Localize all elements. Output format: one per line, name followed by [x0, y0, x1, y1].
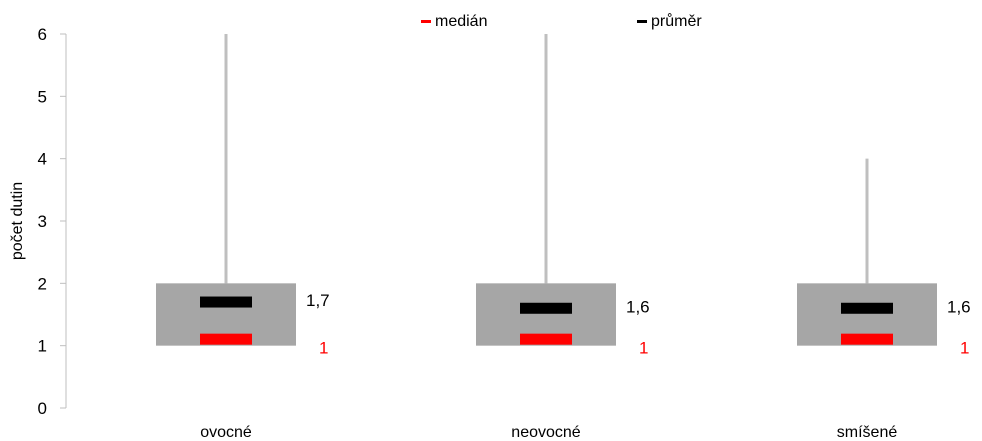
mean-marker — [841, 302, 893, 314]
x-category-label: ovocné — [200, 424, 252, 441]
mean-label: 1,7 — [306, 291, 330, 310]
y-tick-label: 1 — [38, 337, 47, 356]
legend-mean-label: průměr — [651, 12, 702, 30]
y-axis-label: počet dutin — [9, 182, 26, 260]
legend-median-label: medián — [435, 13, 487, 30]
y-tick-label: 4 — [38, 150, 47, 169]
median-label: 1 — [960, 339, 969, 358]
x-category-label: smíšené — [837, 424, 898, 441]
y-tick-label: 6 — [38, 25, 47, 44]
y-tick-label: 2 — [38, 274, 47, 293]
y-tick-label: 3 — [38, 212, 47, 231]
legend: medián průměr — [421, 12, 702, 30]
plot-area: 1,7 1 ovocné 1,6 1 neovocné 1,6 1 smíšené — [156, 34, 971, 441]
median-label: 1 — [319, 339, 328, 358]
y-tick-label: 0 — [38, 399, 47, 418]
mean-marker — [200, 296, 252, 308]
mean-label: 1,6 — [947, 297, 971, 316]
median-marker — [841, 333, 893, 345]
median-label: 1 — [639, 339, 648, 358]
legend-median-swatch — [421, 20, 431, 23]
legend-mean-swatch — [637, 20, 647, 23]
mean-marker — [520, 302, 572, 314]
y-axis: 0 1 2 3 4 5 6 — [38, 25, 67, 418]
median-marker — [520, 333, 572, 345]
y-tick-label: 5 — [38, 87, 47, 106]
median-marker — [200, 333, 252, 345]
x-category-label: neovocné — [511, 424, 580, 441]
mean-label: 1,6 — [626, 297, 650, 316]
